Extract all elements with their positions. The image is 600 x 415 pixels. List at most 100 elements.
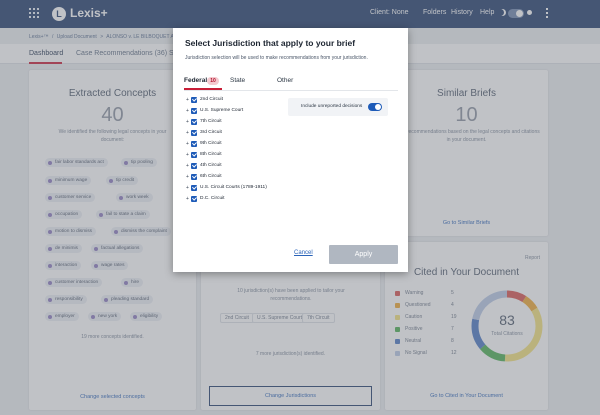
help-link[interactable]: Help	[480, 9, 495, 16]
concept-chip[interactable]: de minimis	[45, 244, 82, 253]
change-jurisdictions-button[interactable]: Change Jurisdictions	[209, 386, 372, 406]
jurisdiction-summary: 10 jurisdiction(s) have been applied to …	[237, 288, 345, 302]
circuit-name: 3rd Circuit	[200, 130, 222, 135]
concept-chip[interactable]: customer service	[45, 193, 96, 202]
concept-chip[interactable]: tip credit	[106, 176, 139, 185]
circuit-checkbox[interactable]	[191, 163, 197, 169]
legend-item[interactable]: Positive 7	[395, 326, 455, 333]
circuit-row[interactable]: + D.C. Circuit	[186, 195, 296, 204]
circuit-row[interactable]: +3rd Circuit	[186, 129, 296, 138]
circuit-checkbox[interactable]	[191, 152, 197, 158]
circuit-row[interactable]: +7th Circuit	[186, 118, 296, 127]
breadcrumb-separator: /	[51, 34, 54, 40]
concept-chip[interactable]: factual allegations	[91, 244, 144, 253]
expand-icon[interactable]: +	[186, 163, 189, 169]
circuit-checkbox[interactable]	[191, 119, 197, 125]
circuit-name: 9th Circuit	[200, 141, 222, 146]
concept-chip[interactable]: hire	[121, 278, 143, 287]
concept-chip[interactable]: pleading standard	[101, 295, 154, 304]
concept-chip[interactable]: tip pooling	[121, 158, 157, 167]
client-selector[interactable]: Client: None	[370, 9, 409, 16]
concept-chip[interactable]: eligibility	[130, 312, 163, 321]
dark-mode-toggle[interactable]	[508, 9, 524, 18]
legend-label: Neutral	[405, 338, 422, 344]
tab-other[interactable]: Other	[277, 77, 294, 84]
change-concepts-link[interactable]: Change selected concepts	[80, 394, 145, 400]
card-description: We identified the following legal concep…	[58, 129, 167, 143]
expand-icon[interactable]: +	[186, 174, 189, 180]
folders-link[interactable]: Folders	[423, 9, 447, 16]
concept-chip[interactable]: responsibility	[45, 295, 87, 304]
cancel-button[interactable]: Cancel	[294, 250, 313, 256]
circuit-row[interactable]: +8th Circuit	[186, 151, 296, 160]
circuit-row[interactable]: +9th Circuit	[186, 140, 296, 149]
breadcrumb-upload[interactable]: Upload Document	[56, 34, 97, 40]
modal-subtitle: Jurisdiction selection will be used to m…	[185, 55, 368, 61]
go-to-cited-link[interactable]: Go to Cited in Your Document	[430, 393, 503, 399]
expand-icon[interactable]: +	[186, 185, 189, 191]
concept-chip[interactable]: occupation	[45, 210, 83, 219]
breadcrumb-home[interactable]: Lexis+™	[29, 34, 49, 40]
circuit-row[interactable]: +4th Circuit	[186, 162, 296, 171]
concept-chip[interactable]: motion to dismiss	[45, 227, 97, 236]
circuit-row[interactable]: + U.S. Supreme Court	[186, 107, 296, 116]
expand-icon[interactable]: +	[186, 196, 189, 202]
citation-donut-chart	[471, 290, 543, 362]
circuit-checkbox[interactable]	[191, 130, 197, 136]
brand-name[interactable]: Lexis+	[70, 6, 108, 20]
circuit-checkbox[interactable]	[191, 108, 197, 114]
tab-federal[interactable]: Federal	[184, 77, 208, 84]
cited-card: Report Cited in Your Document 83 Total C…	[385, 242, 548, 410]
legend-item[interactable]: No Signal 12	[395, 350, 457, 357]
circuit-row[interactable]: +2nd Circuit	[186, 96, 296, 105]
legend-item[interactable]: Neutral 8	[395, 338, 455, 345]
expand-icon[interactable]: +	[186, 119, 189, 125]
expand-icon[interactable]: +	[186, 97, 189, 103]
tab-dashboard[interactable]: Dashboard	[29, 50, 64, 57]
legend-item[interactable]: Questioned 4	[395, 302, 455, 309]
donut-segment-neutral[interactable]	[471, 290, 543, 362]
legend-item[interactable]: Warning 5	[395, 290, 455, 297]
donut-segment-caution[interactable]	[471, 290, 543, 362]
circuit-checkbox[interactable]	[191, 185, 197, 191]
circuit-checkbox[interactable]	[191, 141, 197, 147]
go-to-similar-briefs-link[interactable]: Go to Similar Briefs	[442, 220, 491, 226]
circuit-checkbox[interactable]	[191, 174, 197, 180]
concept-chip[interactable]: fair labor standards act	[45, 158, 108, 167]
breadcrumb-document: ALONSO v. LE BILBOQUET ASSOCIATES	[106, 34, 203, 40]
concept-chip[interactable]: minimum wage	[45, 176, 92, 185]
history-link[interactable]: History	[451, 9, 473, 16]
legend-item[interactable]: Caution 19	[395, 314, 457, 321]
unreported-decisions-toggle[interactable]	[368, 103, 382, 111]
more-options-icon[interactable]	[546, 8, 549, 18]
tab-state[interactable]: State	[230, 77, 246, 84]
expand-icon[interactable]: +	[186, 130, 189, 136]
concept-chip[interactable]: customer interaction	[45, 278, 103, 287]
sun-icon	[527, 10, 532, 15]
circuit-name: 8th Circuit	[200, 152, 222, 157]
similar-briefs-card: Similar Briefs 10 briefs recommendations…	[385, 70, 548, 236]
card-description: briefs recommendations based on the lega…	[393, 129, 540, 143]
concept-chip[interactable]: employer	[45, 312, 79, 321]
signal-icon	[395, 303, 400, 308]
circuit-checkbox[interactable]	[191, 196, 197, 202]
expand-icon[interactable]: +	[186, 141, 189, 147]
expand-icon[interactable]: +	[186, 108, 189, 114]
circuit-checkbox[interactable]	[191, 97, 197, 103]
signal-icon	[395, 291, 400, 296]
concept-chip[interactable]: wage rates	[91, 261, 129, 270]
report-link[interactable]: Report	[524, 255, 540, 261]
concept-chip[interactable]: new york	[88, 312, 122, 321]
expand-icon[interactable]: +	[186, 152, 189, 158]
donut-segment-no-signal[interactable]	[471, 290, 543, 362]
concept-chip[interactable]: dismiss the complaint	[111, 227, 171, 236]
concept-chip[interactable]: work week	[116, 193, 153, 202]
tab-case-recommendations[interactable]: Case Recommendations (36)	[76, 50, 168, 57]
concept-chip[interactable]: fail to state a claim	[96, 210, 150, 219]
apps-grid-icon[interactable]	[29, 8, 39, 18]
apply-button[interactable]: Apply	[329, 245, 398, 264]
tab-statutes[interactable]: St	[169, 50, 176, 57]
concept-chip[interactable]: interaction	[45, 261, 82, 270]
circuit-row[interactable]: +6th Circuit	[186, 173, 296, 182]
circuit-row[interactable]: + U.S. Circuit Courts (1789-1911)	[186, 184, 296, 193]
